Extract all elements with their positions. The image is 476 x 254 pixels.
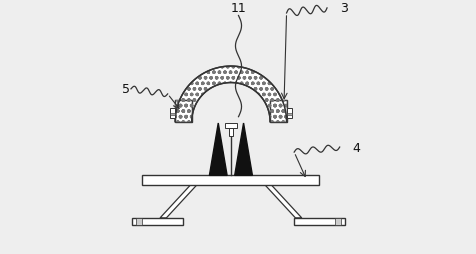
Bar	[286, 109, 291, 118]
Bar	[136, 218, 142, 225]
Bar	[228, 128, 232, 137]
Polygon shape	[234, 123, 252, 176]
Bar	[334, 218, 340, 225]
Polygon shape	[265, 185, 301, 218]
Bar	[294, 218, 344, 225]
Text: 5: 5	[122, 83, 130, 96]
Text: 3: 3	[339, 2, 347, 15]
Polygon shape	[160, 185, 196, 218]
Polygon shape	[175, 67, 286, 122]
Bar	[170, 114, 174, 116]
Bar	[287, 114, 291, 116]
Polygon shape	[269, 101, 286, 122]
Text: 11: 11	[230, 2, 246, 15]
Bar	[132, 218, 182, 225]
Bar	[224, 123, 237, 128]
Polygon shape	[209, 123, 227, 176]
Bar	[169, 109, 175, 118]
Bar	[142, 176, 319, 185]
Text: 4: 4	[352, 141, 359, 154]
Polygon shape	[175, 101, 191, 122]
